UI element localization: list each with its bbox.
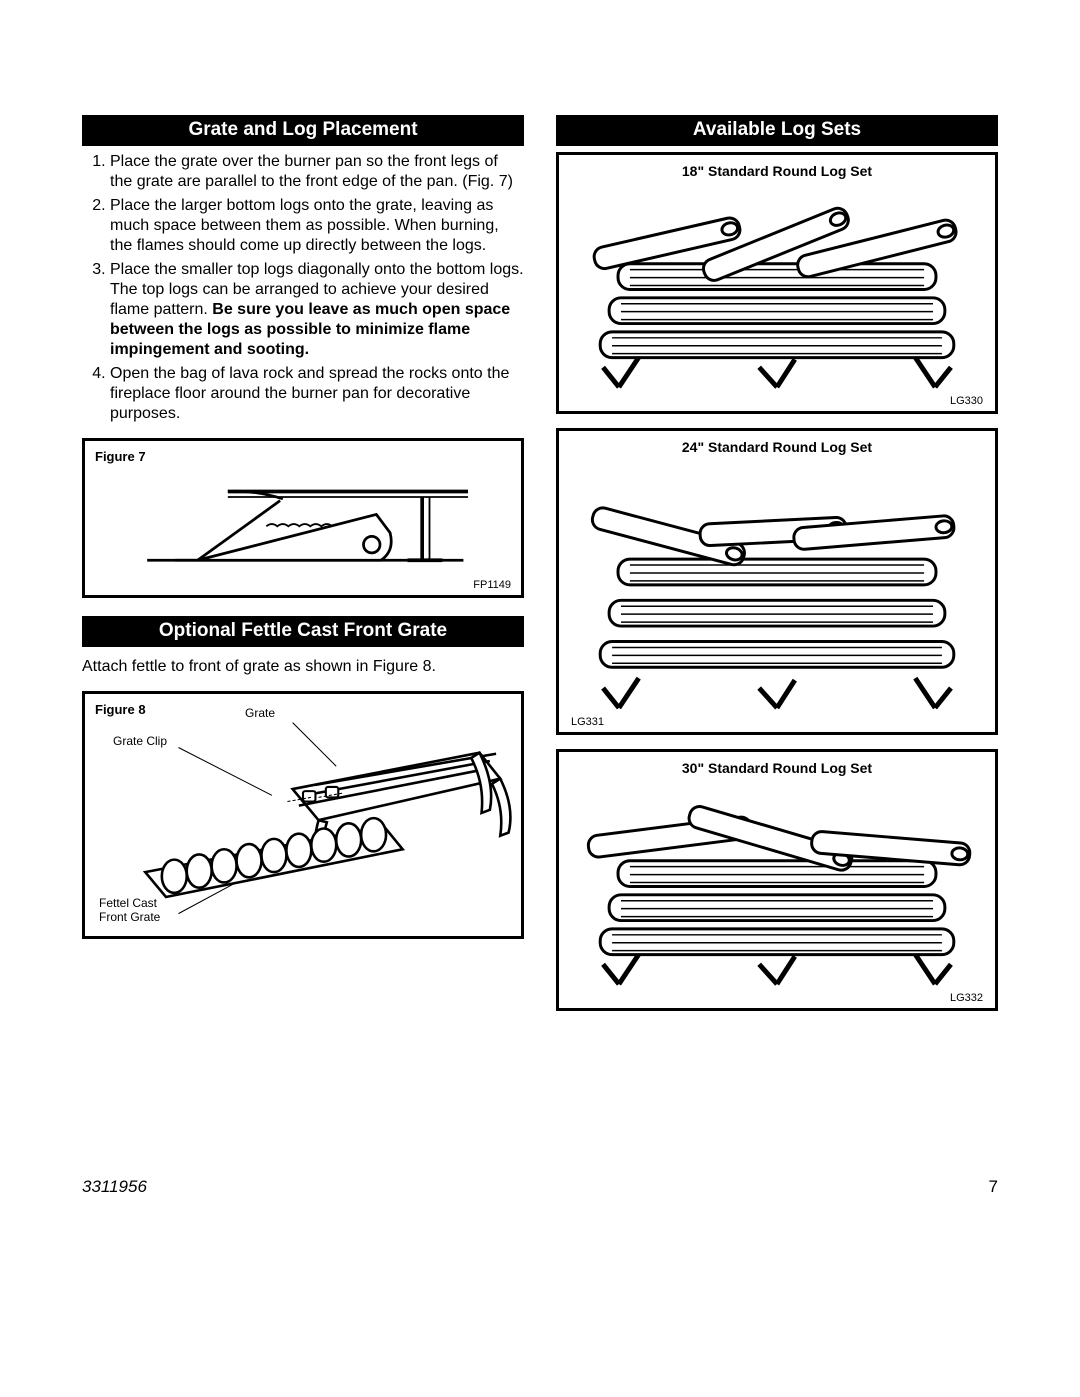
step-1: Place the grate over the burner pan so t… — [110, 152, 524, 192]
page: Grate and Log Placement Place the grate … — [0, 0, 1080, 1397]
section-header-logsets: Available Log Sets — [556, 115, 998, 146]
figure-7-box: Figure 7 — [82, 438, 524, 598]
footer-page-number: 7 — [989, 1177, 998, 1197]
placement-steps: Place the grate over the burner pan so t… — [82, 152, 524, 424]
logset-svg — [569, 782, 985, 997]
figure-8-svg — [85, 694, 521, 936]
logset-title: 30" Standard Round Log Set — [569, 760, 985, 776]
figure-7-id: FP1149 — [473, 579, 511, 591]
section-header-grate-log: Grate and Log Placement — [82, 115, 524, 146]
step-2: Place the larger bottom logs onto the gr… — [110, 196, 524, 256]
logsets-container: 18" Standard Round Log Set LG330 24" Stand… — [556, 152, 998, 1011]
footer-doc-id: 3311956 — [82, 1177, 147, 1197]
logset-id: LG330 — [950, 395, 983, 407]
step-4: Open the bag of lava rock and spread the… — [110, 364, 524, 424]
logset-box-1: 24" Standard Round Log Set LG331 — [556, 428, 998, 735]
left-column: Grate and Log Placement Place the grate … — [82, 115, 524, 1025]
figure-7-svg — [95, 464, 511, 574]
logset-id: LG332 — [950, 992, 983, 1004]
step-3: Place the smaller top logs diagonally on… — [110, 260, 524, 360]
section-header-fettle: Optional Fettle Cast Front Grate — [82, 616, 524, 647]
logset-title: 18" Standard Round Log Set — [569, 163, 985, 179]
page-footer: 3311956 7 — [82, 1177, 998, 1197]
logset-title: 24" Standard Round Log Set — [569, 439, 985, 455]
logset-svg — [569, 185, 985, 400]
fettle-paragraph: Attach fettle to front of grate as shown… — [82, 657, 524, 677]
logset-id: LG331 — [571, 716, 604, 728]
figure-8-box: Figure 8 Grate Grate Clip Fettel Cast Fr… — [82, 691, 524, 939]
figure-7-label: Figure 7 — [95, 449, 511, 464]
logset-svg — [569, 461, 985, 721]
logset-box-2: 30" Standard Round Log Set LG332 — [556, 749, 998, 1011]
right-column: Available Log Sets 18" Standard Round Lo… — [556, 115, 998, 1025]
logset-box-0: 18" Standard Round Log Set LG330 — [556, 152, 998, 414]
two-column-layout: Grate and Log Placement Place the grate … — [82, 115, 998, 1025]
